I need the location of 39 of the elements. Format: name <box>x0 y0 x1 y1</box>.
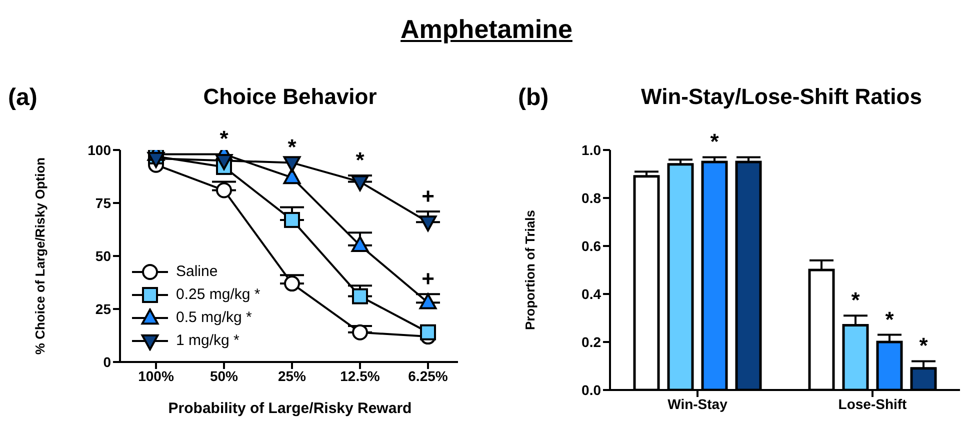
y-axis-title: % Choice of Large/Risky Option <box>32 157 48 355</box>
y-tick-label: 1.0 <box>582 142 602 158</box>
chart-title: Choice Behavior <box>202 84 378 110</box>
chart-title: Win-Stay/Lose-Shift Ratios <box>640 84 923 110</box>
y-tick-label: 100 <box>88 142 112 158</box>
data-label: + <box>422 266 434 292</box>
y-tick-label: 0.6 <box>582 238 602 254</box>
text: (b) <box>518 84 549 112</box>
legend-label: 0.5 mg/kg * <box>176 309 252 326</box>
data-label: * <box>220 126 229 152</box>
x-tick-label: Lose-Shift <box>838 396 908 412</box>
x-axis-title: Probability of Large/Risky Reward <box>167 400 413 417</box>
y-axis-title: Proportion of Trials <box>522 210 538 330</box>
legend-label: Saline <box>176 263 218 280</box>
y-tick-label: 0.0 <box>582 382 602 398</box>
y-tick-label: 0.8 <box>582 190 602 206</box>
y-tick-label: 50 <box>95 248 112 264</box>
data-label: * <box>885 306 894 332</box>
data-label: * <box>710 129 720 154</box>
y-tick-label: 0.4 <box>582 286 602 302</box>
x-tick-label: 6.25% <box>408 368 448 384</box>
x-tick-label: 12.5% <box>340 368 380 384</box>
data-label: * <box>356 147 365 172</box>
y-tick-label: 0 <box>103 354 112 370</box>
legend-label: 1 mg/kg * <box>176 332 240 349</box>
data-label: * <box>851 288 860 313</box>
y-tick-label: 0.2 <box>582 334 602 350</box>
x-tick-label: 100% <box>138 368 174 384</box>
data-label: * <box>919 333 928 358</box>
text: Amphetamine <box>400 14 574 45</box>
x-tick-label: 25% <box>278 368 307 384</box>
text: (a) <box>8 84 38 112</box>
data-label: + <box>422 183 434 208</box>
y-tick-label: 75 <box>95 194 112 211</box>
data-label: * <box>288 134 297 160</box>
x-tick-label: 50% <box>210 368 239 384</box>
x-tick-label: Win-Stay <box>668 396 728 412</box>
legend-label: 0.25 mg/kg * <box>176 286 260 303</box>
y-tick-label: 25 <box>95 300 112 317</box>
